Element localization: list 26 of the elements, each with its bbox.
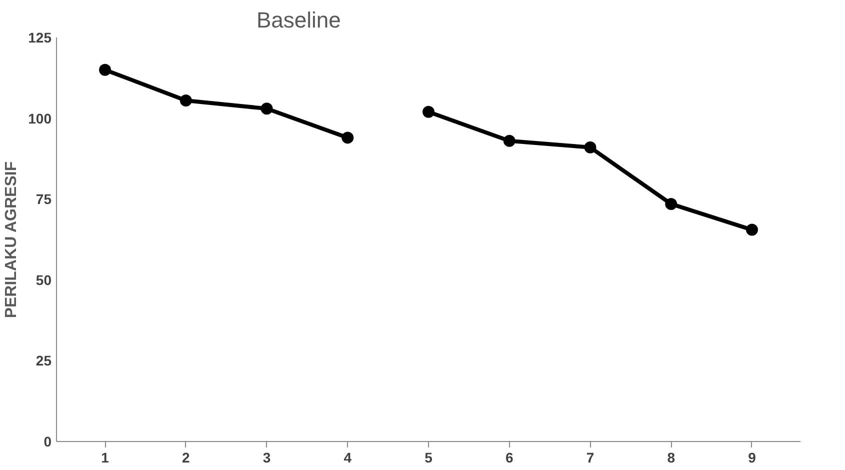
x-tick-label: 1 xyxy=(101,450,110,466)
x-tick-label: 8 xyxy=(667,450,676,466)
point xyxy=(260,102,273,115)
y-tick-label: 0 xyxy=(44,434,52,450)
point xyxy=(99,64,112,76)
y-tick-label: 125 xyxy=(28,30,52,46)
y-axis-title: PERILAKU AGRESIF xyxy=(3,161,20,318)
y-tick-label: 50 xyxy=(36,272,52,288)
point xyxy=(584,141,596,154)
point xyxy=(342,132,354,144)
x-tick-label: 7 xyxy=(586,450,594,466)
point xyxy=(503,134,516,147)
y-tick-label: 100 xyxy=(28,110,52,126)
x-tick-label: 9 xyxy=(748,450,756,466)
point xyxy=(180,94,192,107)
y-tick-label: 25 xyxy=(36,352,52,369)
x-tick-label: 5 xyxy=(424,450,433,466)
chart-title: Baseline xyxy=(256,8,341,32)
x-tick-label: 3 xyxy=(262,450,271,466)
point xyxy=(746,224,758,236)
y-tick-label: 75 xyxy=(36,191,52,208)
x-tick-label: 6 xyxy=(505,450,514,466)
x-tick-label: 2 xyxy=(182,450,190,466)
point xyxy=(422,106,434,118)
x-tick-label: 4 xyxy=(344,450,352,466)
point xyxy=(665,198,678,210)
